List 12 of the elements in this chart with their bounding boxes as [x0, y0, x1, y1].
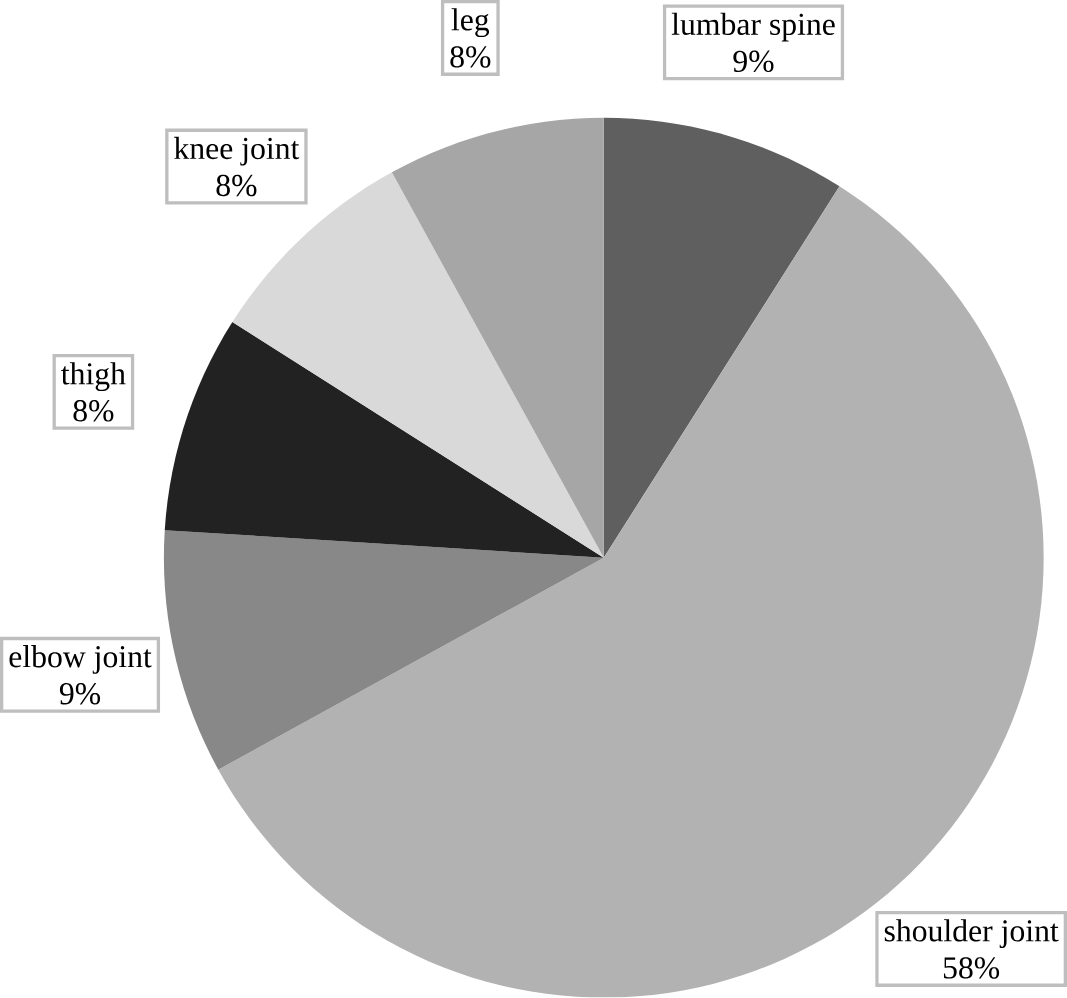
slice-label: elbow joint [9, 645, 152, 675]
slice-label: thigh [61, 362, 126, 392]
data-label: 8% [216, 174, 257, 197]
slice-label: lumbar spine [671, 12, 835, 42]
data-label: 58% [943, 957, 1000, 979]
slice-label: knee joint [174, 137, 300, 166]
data-label: 8% [73, 400, 114, 422]
data-label: 9% [59, 683, 101, 705]
data-label: 8% [450, 46, 491, 68]
slice-label: leg [451, 8, 490, 38]
data-label: 9% [733, 50, 774, 73]
slice-label: shoulder joint [884, 919, 1059, 949]
